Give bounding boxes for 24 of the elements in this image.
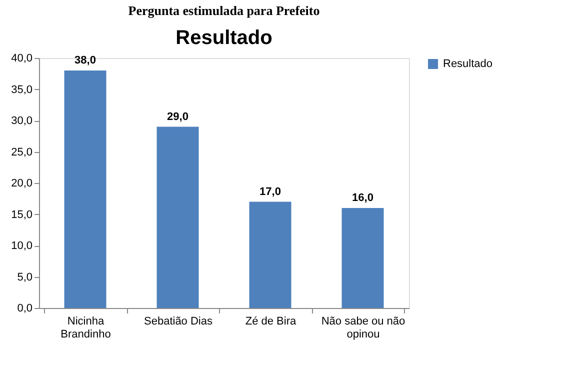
bar (249, 202, 292, 308)
y-tick-label: 15,0 (11, 208, 32, 221)
y-tick-label: 10,0 (11, 240, 32, 252)
y-tick-label: 5,0 (17, 271, 32, 284)
y-tick-label: 30,0 (11, 115, 32, 127)
bar (342, 208, 384, 308)
legend-label: Resultado (443, 58, 493, 70)
y-tick-label: 40,0 (11, 52, 32, 64)
y-tick-label: 0,0 (17, 302, 32, 314)
y-tick-label: 35,0 (11, 84, 32, 96)
bar (156, 126, 199, 308)
chart-title: Pergunta estimulada para Prefeito (128, 3, 320, 18)
chart-subtitle: Resultado (176, 27, 272, 49)
y-tick-label: 20,0 (11, 178, 32, 190)
data-label: 17,0 (260, 186, 281, 198)
x-tick-label: Sebatião Dias (144, 316, 213, 328)
x-tick-label: Não sabe ou não opinou (321, 316, 406, 340)
bar (64, 70, 106, 308)
data-label: 16,0 (352, 192, 374, 204)
data-label: 38,0 (74, 54, 96, 66)
y-tick-label: 25,0 (11, 146, 32, 158)
data-label: 29,0 (167, 110, 188, 123)
x-tick-label: Zé de Bira (245, 316, 298, 328)
x-tick-label: Nicinha Brandinho (60, 316, 111, 340)
